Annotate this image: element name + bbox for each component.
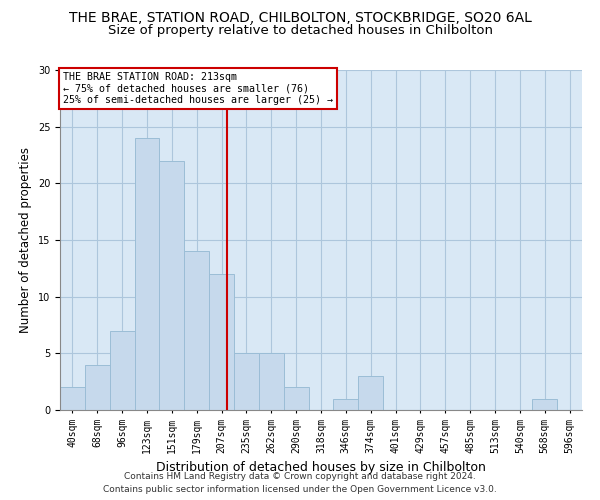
Bar bbox=[60, 388, 85, 410]
Bar bbox=[259, 354, 284, 410]
Bar bbox=[532, 398, 557, 410]
Bar bbox=[110, 330, 134, 410]
Bar bbox=[134, 138, 160, 410]
Bar bbox=[234, 354, 259, 410]
Y-axis label: Number of detached properties: Number of detached properties bbox=[19, 147, 32, 333]
Bar bbox=[85, 364, 110, 410]
Bar bbox=[160, 160, 184, 410]
Bar bbox=[184, 252, 209, 410]
Text: Size of property relative to detached houses in Chilbolton: Size of property relative to detached ho… bbox=[107, 24, 493, 37]
Bar bbox=[284, 388, 308, 410]
Bar bbox=[209, 274, 234, 410]
X-axis label: Distribution of detached houses by size in Chilbolton: Distribution of detached houses by size … bbox=[156, 461, 486, 474]
Bar bbox=[334, 398, 358, 410]
Text: THE BRAE, STATION ROAD, CHILBOLTON, STOCKBRIDGE, SO20 6AL: THE BRAE, STATION ROAD, CHILBOLTON, STOC… bbox=[68, 11, 532, 25]
Text: THE BRAE STATION ROAD: 213sqm
← 75% of detached houses are smaller (76)
25% of s: THE BRAE STATION ROAD: 213sqm ← 75% of d… bbox=[63, 72, 333, 106]
Bar bbox=[358, 376, 383, 410]
Text: Contains HM Land Registry data © Crown copyright and database right 2024.
Contai: Contains HM Land Registry data © Crown c… bbox=[103, 472, 497, 494]
